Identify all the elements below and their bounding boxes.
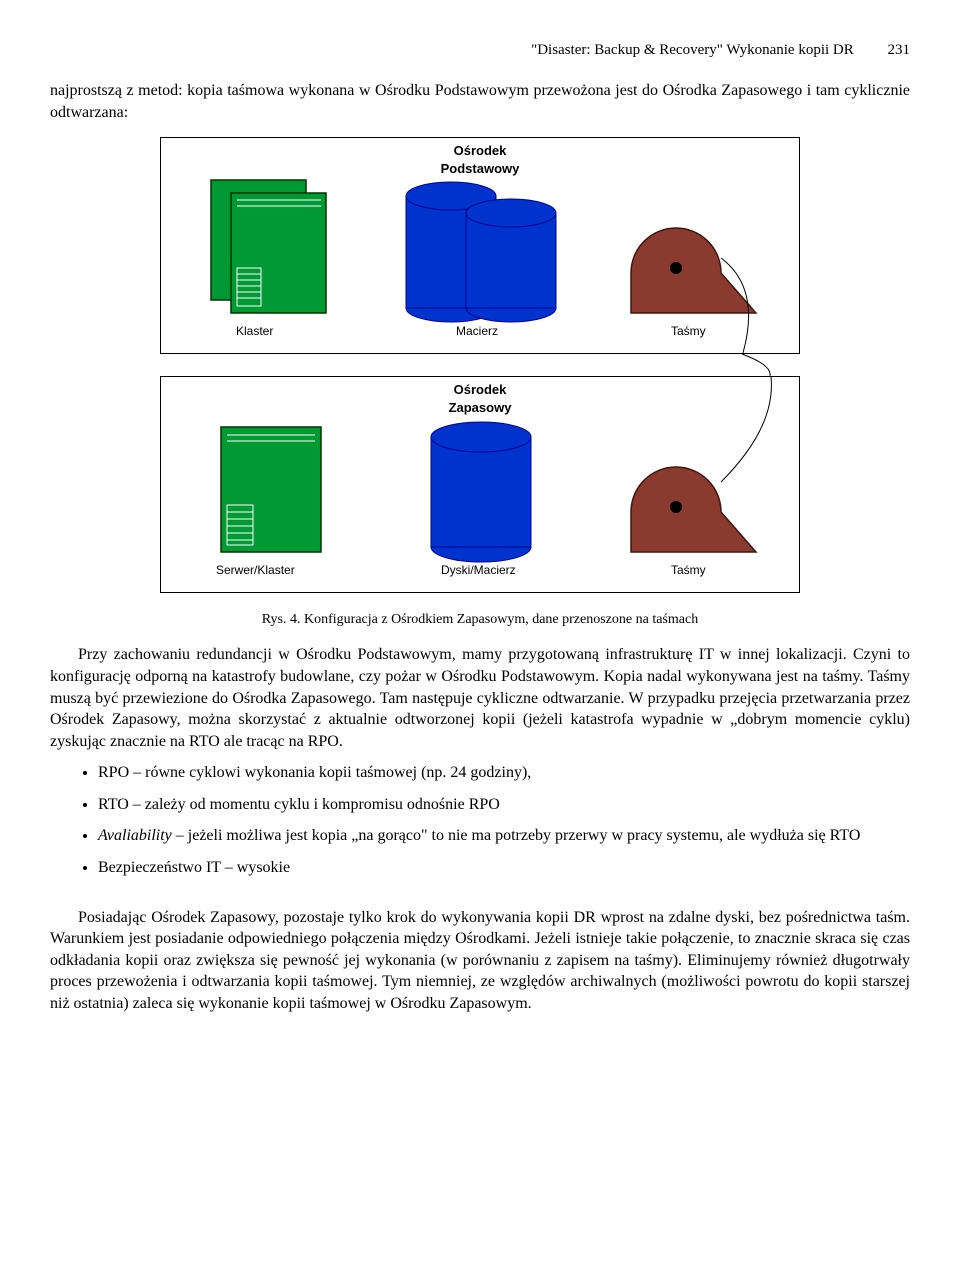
box1-label-tasmy: Taśmy: [671, 323, 706, 339]
tape-drive-icon: [631, 228, 756, 313]
bullet-security: Bezpieczeństwo IT – wysokie: [98, 857, 910, 879]
diagram-box-zapasowy: Ośrodek Zapasowy: [160, 376, 800, 593]
box1-title: Ośrodek Podstawowy: [441, 142, 520, 177]
diagram-gap: [160, 354, 800, 376]
header-title: "Disaster: Backup & Recovery" Wykonanie …: [531, 42, 854, 58]
paragraph-3: Posiadając Ośrodek Zapasowy, pozostaje t…: [50, 907, 910, 1015]
box2-label-serwer: Serwer/Klaster: [216, 562, 295, 578]
diagram-box-podstawowy: Ośrodek Podstawowy: [160, 137, 800, 354]
server-cluster-icon: [211, 180, 326, 313]
tape-drive-icon: [631, 467, 756, 552]
diagram-figure: Ośrodek Podstawowy: [160, 137, 800, 593]
intro-paragraph: najprostszą z metod: kopia taśmowa wykon…: [50, 80, 910, 123]
paragraph-2: Przy zachowaniu redundancji w Ośrodku Po…: [50, 644, 910, 752]
bullet-rto: RTO – zależy od momentu cyklu i kompromi…: [98, 794, 910, 816]
bullet-list: RPO – równe cyklowi wykonania kopii taśm…: [50, 762, 910, 878]
box1-label-macierz: Macierz: [456, 323, 498, 339]
box1-label-klaster: Klaster: [236, 323, 273, 339]
header-page-number: 231: [888, 42, 911, 58]
server-icon: [221, 427, 321, 552]
storage-cylinder-icon: [431, 422, 531, 562]
box2-title: Ośrodek Zapasowy: [449, 381, 512, 416]
box2-label-dyski: Dyski/Macierz: [441, 562, 516, 578]
box2-label-tasmy: Taśmy: [671, 562, 706, 578]
connector-svg-mid: [160, 354, 800, 376]
bullet-availability: Avaliability – jeżeli możliwa jest kopia…: [98, 825, 910, 847]
figure-caption: Rys. 4. Konfiguracja z Ośrodkiem Zapasow…: [50, 611, 910, 630]
bullet-rpo: RPO – równe cyklowi wykonania kopii taśm…: [98, 762, 910, 784]
page-header: "Disaster: Backup & Recovery" Wykonanie …: [50, 40, 910, 60]
storage-cylinders-icon: [406, 182, 556, 322]
